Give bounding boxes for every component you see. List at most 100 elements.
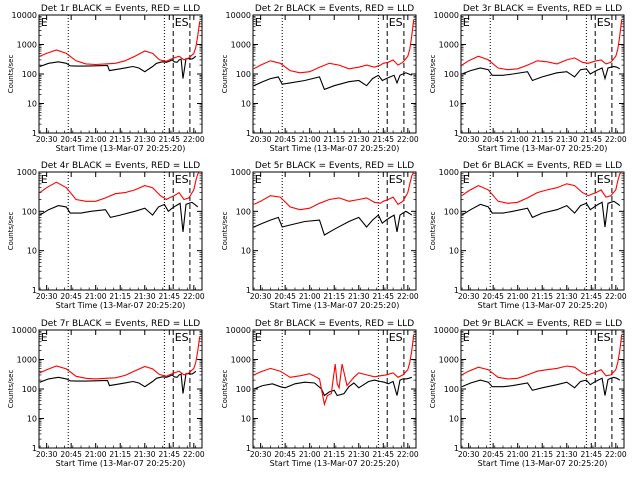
y-axis-label: Counts/sec <box>429 370 437 409</box>
y-tick-label: 10000 <box>226 11 251 20</box>
series-line-lld <box>461 334 623 380</box>
y-tick-label: 1000 <box>231 41 251 50</box>
y-tick-label: 100 <box>236 207 251 216</box>
series-line-events <box>253 376 412 397</box>
x-tick-label: 21:15 <box>323 292 345 301</box>
x-tick-label: 21:00 <box>507 450 529 459</box>
y-tick-label: 100 <box>444 70 459 79</box>
x-tick-label: 20:30 <box>458 292 480 301</box>
y-axis-label: Counts/sec <box>221 370 229 409</box>
x-tick-label: 21:45 <box>372 135 394 144</box>
y-tick-label: 1000 <box>17 356 37 365</box>
x-tick-label: 21:45 <box>372 450 394 459</box>
y-axis-label: Counts/sec <box>429 55 437 94</box>
y-tick-label: 1 <box>32 129 37 138</box>
x-tick-label: 21:30 <box>134 450 156 459</box>
y-tick-label: 1000 <box>17 168 37 177</box>
marker-label: ES <box>389 16 403 29</box>
series-line-lld <box>39 172 201 202</box>
axes-frame <box>38 14 203 134</box>
y-tick-label: 1000 <box>17 41 37 50</box>
x-tick-label: 20:45 <box>60 292 82 301</box>
x-tick-label: 22:00 <box>605 135 627 144</box>
x-tick-label: 21:30 <box>556 135 578 144</box>
x-tick-label: 21:00 <box>85 450 107 459</box>
x-axis-label: Start Time (13-Mar-07 20:25:20) <box>56 301 186 310</box>
x-tick-label: 20:45 <box>482 292 504 301</box>
x-tick-label: 22:00 <box>183 292 205 301</box>
marker-label: E <box>255 173 262 186</box>
marker-label: E <box>41 173 48 186</box>
x-axis-label: Start Time (13-Mar-07 20:25:20) <box>478 301 608 310</box>
marker-label: ES <box>175 331 189 344</box>
y-tick-label: 10000 <box>434 11 459 20</box>
panel-det-8: Det 8r BLACK = Events, RED = LLD 1 10 100 10… <box>221 319 419 468</box>
x-axis-label: Start Time (13-Mar-07 20:25:20) <box>478 459 608 468</box>
y-tick-label: 10 <box>449 100 459 109</box>
x-tick-label: 21:30 <box>134 135 156 144</box>
series-line-lld <box>253 19 415 74</box>
panel-det-3: Det 3r BLACK = Events, RED = LLD 1 10 100 10… <box>429 4 627 153</box>
y-tick-label: 10 <box>241 415 251 424</box>
x-tick-label: 22:00 <box>397 292 419 301</box>
x-tick-label: 21:00 <box>299 292 321 301</box>
axes-frame <box>38 329 203 449</box>
x-tick-label: 21:15 <box>531 292 553 301</box>
x-tick-label: 21:45 <box>580 450 602 459</box>
y-tick-label: 10 <box>449 415 459 424</box>
marker-label: E <box>41 16 48 29</box>
x-tick-label: 20:30 <box>250 135 272 144</box>
x-tick-label: 21:30 <box>348 135 370 144</box>
y-tick-label: 10000 <box>12 11 37 20</box>
series-line-events <box>461 200 621 228</box>
axes-frame <box>252 171 417 291</box>
x-tick-label: 21:45 <box>158 135 180 144</box>
x-tick-label: 21:30 <box>556 450 578 459</box>
x-tick-label: 21:45 <box>372 292 394 301</box>
x-tick-label: 20:30 <box>36 450 58 459</box>
y-tick-label: 100 <box>22 70 37 79</box>
y-tick-label: 10000 <box>12 326 37 335</box>
x-tick-label: 21:30 <box>556 292 578 301</box>
panel-title: Det 1r BLACK = Events, RED = LLD <box>41 4 200 14</box>
y-axis-label: Counts/sec <box>429 212 437 251</box>
marker-label: ES <box>597 16 611 29</box>
axes-frame <box>460 329 625 449</box>
series-line-lld <box>461 172 623 204</box>
y-tick-label: 1 <box>246 286 251 295</box>
axes-frame <box>252 14 417 134</box>
x-tick-label: 21:00 <box>507 135 529 144</box>
marker-label: ES <box>597 331 611 344</box>
y-tick-label: 100 <box>22 207 37 216</box>
marker-label: E <box>463 331 470 344</box>
x-tick-label: 21:45 <box>580 292 602 301</box>
x-tick-label: 22:00 <box>605 450 627 459</box>
marker-label: E <box>463 173 470 186</box>
x-tick-label: 21:00 <box>299 135 321 144</box>
y-tick-label: 10 <box>241 247 251 256</box>
x-tick-label: 20:45 <box>274 135 296 144</box>
x-tick-label: 21:45 <box>158 292 180 301</box>
y-tick-label: 10 <box>449 247 459 256</box>
x-tick-label: 21:00 <box>85 135 107 144</box>
panel-det-2: Det 2r BLACK = Events, RED = LLD 1 10 100 10… <box>221 4 419 153</box>
marker-label: E <box>255 16 262 29</box>
x-tick-label: 21:45 <box>158 450 180 459</box>
marker-label: E <box>463 16 470 29</box>
x-tick-label: 21:15 <box>109 292 131 301</box>
y-tick-label: 10000 <box>226 326 251 335</box>
y-tick-label: 1 <box>246 444 251 453</box>
x-tick-label: 21:45 <box>580 135 602 144</box>
x-axis-label: Start Time (13-Mar-07 20:25:20) <box>270 459 400 468</box>
y-axis-label: Counts/sec <box>221 212 229 251</box>
x-axis-label: Start Time (13-Mar-07 20:25:20) <box>478 144 608 153</box>
y-tick-label: 1 <box>32 444 37 453</box>
panel-det-9: Det 9r BLACK = Events, RED = LLD 1 10 100 10… <box>429 319 627 468</box>
panel-det-7: Det 7r BLACK = Events, RED = LLD 1 10 100 10… <box>7 319 205 468</box>
x-tick-label: 20:45 <box>60 450 82 459</box>
x-tick-label: 22:00 <box>397 135 419 144</box>
y-tick-label: 1000 <box>439 168 459 177</box>
series-line-events <box>253 72 413 91</box>
x-tick-label: 21:00 <box>85 292 107 301</box>
x-tick-label: 21:15 <box>323 450 345 459</box>
